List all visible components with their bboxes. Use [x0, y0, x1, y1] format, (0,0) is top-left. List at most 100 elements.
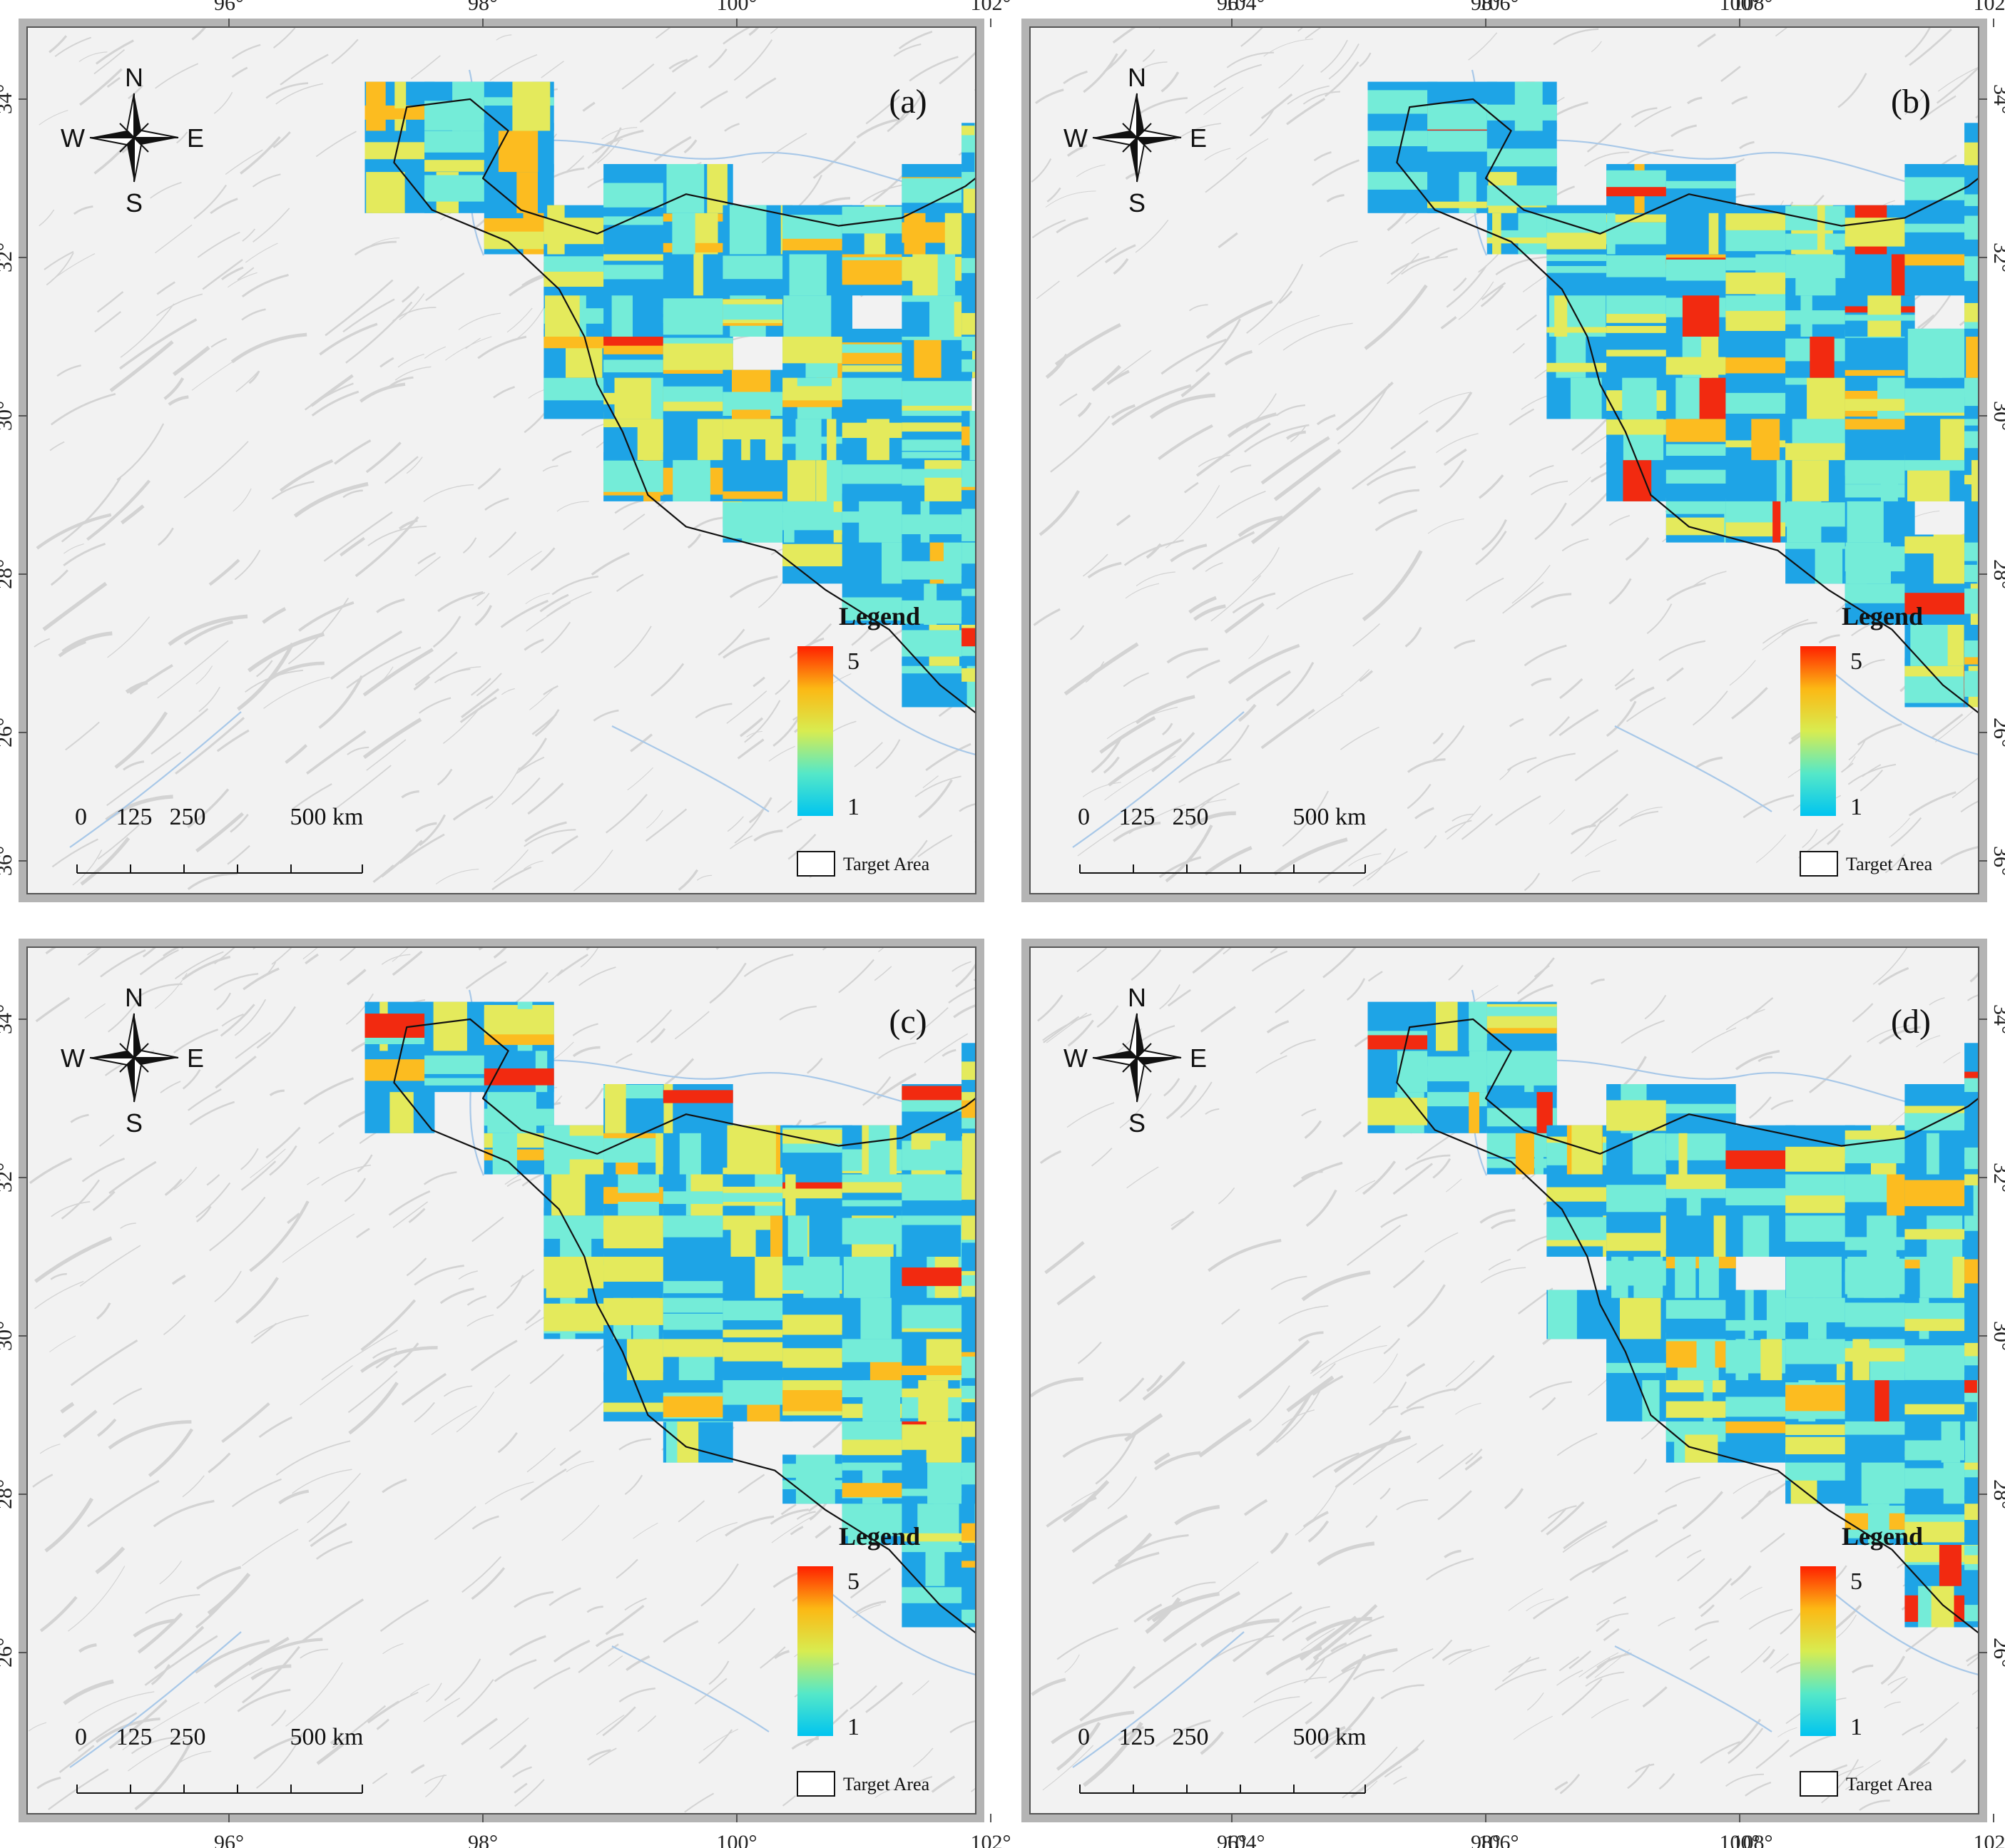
hillshade-stroke [1104, 244, 1136, 264]
hillshade-stroke [494, 1374, 511, 1389]
hillshade-stroke [1382, 1405, 1399, 1413]
hillshade-stroke [120, 303, 175, 358]
hillshade-stroke [346, 969, 367, 986]
hillshade-stroke [1571, 417, 1609, 451]
hillshade-stroke [366, 739, 407, 771]
hillshade-stroke [1255, 1055, 1287, 1074]
hillshade-stroke [97, 817, 148, 860]
coverage-stripe [961, 1275, 976, 1286]
coverage-stripe [789, 246, 827, 296]
coverage-stripe [484, 1068, 554, 1086]
hillshade-stroke [572, 1046, 601, 1058]
hillshade-stroke [524, 638, 544, 651]
hillshade-stroke [340, 536, 365, 557]
hillshade-stroke [1479, 1208, 1516, 1224]
hillshade-stroke [108, 1160, 157, 1195]
hillshade-stroke [1749, 1096, 1772, 1119]
coverage-stripe [1792, 452, 1829, 501]
hillshade-stroke [546, 591, 592, 617]
hillshade-stroke [183, 620, 233, 645]
coverage-tile [1665, 205, 1736, 255]
hillshade-stroke [512, 1766, 532, 1778]
coverage-stripe [1964, 382, 1979, 407]
hillshade-stroke [551, 834, 578, 854]
hillshade-stroke [1066, 144, 1088, 157]
coverage-stripe [730, 1208, 756, 1257]
hillshade-stroke [332, 1705, 387, 1749]
hillshade-stroke [195, 1639, 270, 1674]
coverage-stripe [1785, 1170, 1855, 1196]
hillshade-stroke [175, 717, 245, 775]
hillshade-stroke [516, 756, 545, 775]
hillshade-stroke [1396, 1499, 1429, 1511]
hillshade-stroke [230, 814, 249, 833]
hillshade-stroke [594, 129, 644, 153]
hillshade-stroke [1165, 1085, 1198, 1120]
target-area-swatch [1800, 1771, 1838, 1797]
coverage-stripe [902, 439, 972, 451]
hillshade-stroke [1270, 1275, 1307, 1290]
hillshade-stroke [1488, 1258, 1511, 1271]
coverage-stripe [994, 287, 1019, 337]
coverage-stripe [961, 168, 976, 189]
hillshade-stroke [633, 1522, 658, 1539]
hillshade-stroke [1725, 1009, 1765, 1031]
hillshade-stroke [183, 441, 249, 499]
hillshade-stroke [1559, 678, 1583, 699]
lon-tick-label: 98° [1471, 1831, 1501, 1848]
coverage-stripe [1665, 469, 1736, 484]
hillshade-stroke [572, 1023, 598, 1036]
hillshade-stroke [195, 1182, 231, 1218]
hillshade-stroke [1165, 825, 1213, 883]
hillshade-stroke [608, 1655, 623, 1667]
hillshade-stroke [1658, 640, 1706, 661]
coverage-stripe [1469, 1084, 1479, 1133]
hillshade-stroke [1524, 644, 1567, 667]
hillshade-stroke [216, 729, 250, 752]
hillshade-stroke [54, 36, 92, 58]
coverage-stripe [1701, 328, 1719, 378]
hillshade-stroke [1511, 564, 1551, 604]
coverage-tile [1665, 164, 1736, 213]
coverage-stripe [961, 521, 976, 532]
hillshade-stroke [602, 1706, 636, 1737]
hillshade-stroke [1091, 737, 1122, 773]
hillshade-stroke [1113, 257, 1129, 275]
coverage-stripe [603, 265, 673, 280]
coverage-stripe [1845, 464, 1915, 484]
hillshade-stroke [1468, 32, 1498, 61]
coverage-stripe [693, 246, 703, 296]
coverage-stripe [991, 494, 1001, 543]
hillshade-stroke [1205, 562, 1223, 572]
hillshade-stroke [36, 1777, 61, 1790]
hillshade-stroke [477, 335, 527, 359]
hillshade-stroke [1031, 1678, 1066, 1696]
hillshade-stroke [1039, 490, 1081, 536]
coverage-stripe [364, 1059, 435, 1081]
scale-label: 0 [75, 1724, 87, 1750]
hillshade-stroke [683, 139, 698, 154]
coverage-stripe [1964, 1342, 1979, 1357]
hillshade-stroke [627, 767, 653, 791]
hillshade-stroke [1455, 1402, 1481, 1415]
hillshade-stroke [39, 209, 55, 227]
coverage-stripe [663, 1191, 733, 1204]
legend-min-label: 1 [1850, 1714, 1862, 1740]
hillshade-stroke [782, 1795, 796, 1807]
hillshade-stroke [1076, 247, 1117, 277]
hillshade-stroke [1877, 966, 1909, 986]
scale-label: 125 [1119, 804, 1155, 830]
hillshade-stroke [488, 531, 517, 558]
hillshade-stroke [252, 173, 281, 188]
hillshade-stroke [1039, 1150, 1062, 1164]
hillshade-stroke [586, 1605, 603, 1613]
coverage-stripe [666, 164, 705, 213]
coverage-stripe [1623, 411, 1664, 461]
hillshade-stroke [1254, 1701, 1312, 1744]
coverage-stripe [1964, 680, 1979, 688]
hillshade-stroke [1692, 571, 1727, 587]
hillshade-stroke [1352, 623, 1380, 647]
hillshade-stroke [250, 1664, 292, 1680]
hillshade-stroke [1435, 392, 1473, 433]
panel-label: (c) [889, 1003, 927, 1041]
